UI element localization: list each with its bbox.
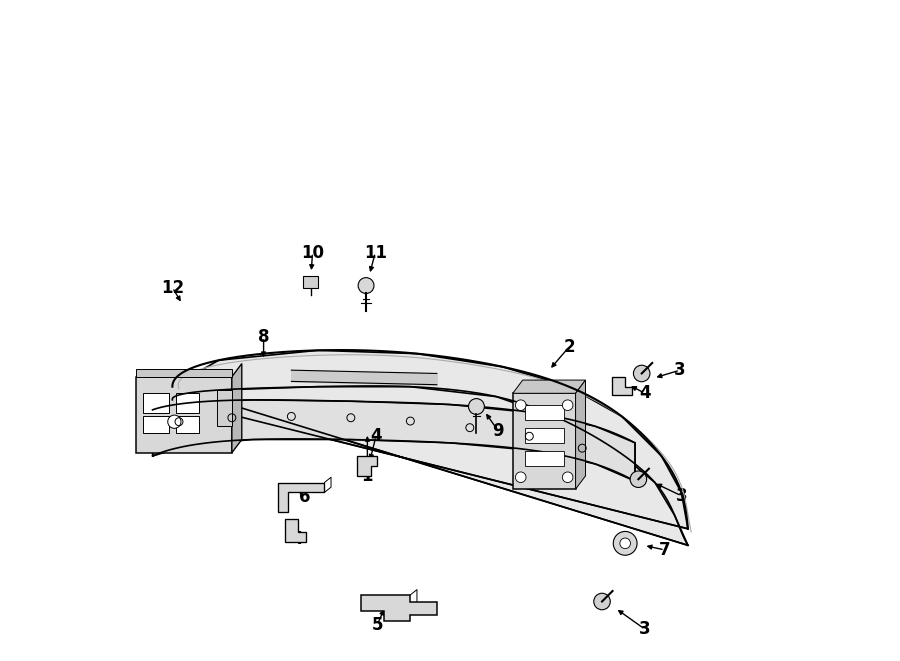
Polygon shape	[278, 483, 324, 512]
Text: 3: 3	[639, 620, 651, 639]
Circle shape	[516, 400, 526, 410]
Polygon shape	[357, 456, 377, 476]
Polygon shape	[612, 377, 632, 395]
Bar	[136, 369, 232, 377]
Bar	[513, 393, 576, 489]
Bar	[217, 390, 232, 426]
Polygon shape	[232, 364, 242, 453]
Circle shape	[620, 538, 631, 549]
Text: 1: 1	[362, 467, 374, 485]
Circle shape	[469, 399, 484, 414]
Circle shape	[594, 594, 610, 609]
Text: 9: 9	[492, 422, 504, 440]
Circle shape	[562, 400, 573, 410]
Text: 10: 10	[301, 243, 324, 262]
Circle shape	[630, 471, 646, 488]
Bar	[136, 377, 232, 453]
Bar	[142, 416, 169, 433]
Polygon shape	[153, 400, 635, 481]
Polygon shape	[513, 380, 586, 393]
Text: 12: 12	[161, 278, 184, 297]
Text: 4: 4	[370, 427, 382, 446]
Text: 2: 2	[563, 338, 575, 356]
Bar	[303, 276, 318, 288]
Bar	[176, 416, 199, 433]
Bar	[176, 393, 199, 413]
Bar	[142, 393, 169, 413]
Text: 5: 5	[372, 615, 383, 634]
Polygon shape	[284, 519, 306, 542]
Text: 3: 3	[676, 486, 688, 505]
Text: 4: 4	[291, 529, 302, 548]
Polygon shape	[361, 595, 436, 621]
Polygon shape	[173, 350, 688, 545]
Circle shape	[562, 472, 573, 483]
Circle shape	[167, 415, 181, 428]
Text: 7: 7	[659, 541, 670, 559]
Bar	[525, 405, 564, 420]
Text: 6: 6	[299, 488, 310, 506]
Text: 11: 11	[364, 243, 387, 262]
Bar	[525, 451, 564, 466]
Text: 4: 4	[639, 384, 651, 403]
Circle shape	[516, 472, 526, 483]
Circle shape	[613, 531, 637, 555]
Circle shape	[634, 365, 650, 381]
Bar	[525, 428, 564, 443]
Circle shape	[358, 278, 374, 293]
Text: 3: 3	[674, 361, 686, 379]
Polygon shape	[576, 380, 586, 489]
Text: 8: 8	[257, 328, 269, 346]
